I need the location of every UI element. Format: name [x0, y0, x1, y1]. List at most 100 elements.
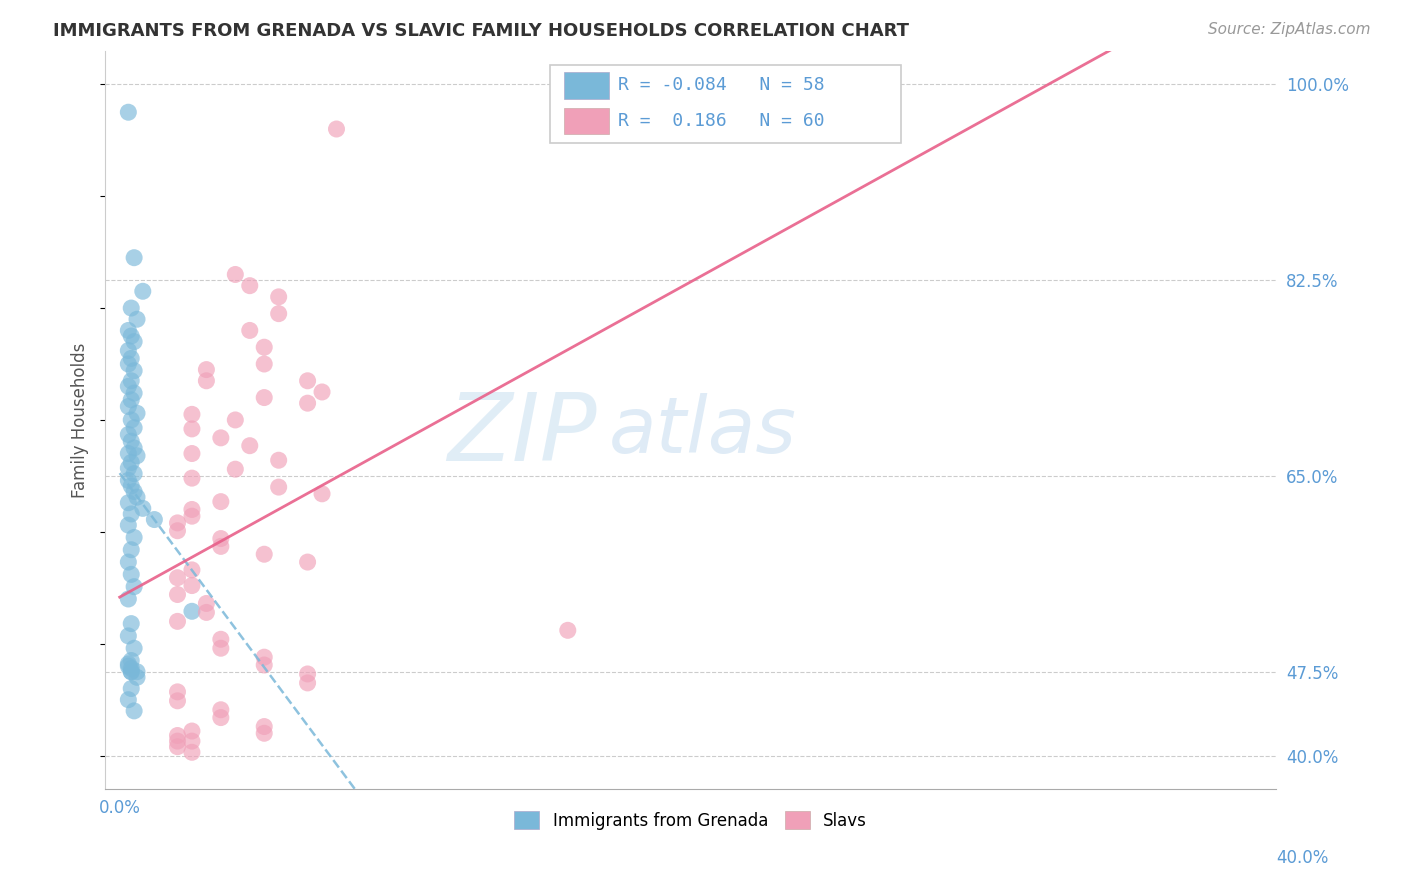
Point [267, 453, 290, 467]
Point [120, 413, 142, 427]
Point [117, 518, 139, 533]
Text: atlas: atlas [609, 393, 797, 469]
Point [117, 496, 139, 510]
Point [120, 665, 142, 679]
Point [132, 501, 155, 516]
Point [117, 427, 139, 442]
Point [209, 710, 232, 724]
Point [120, 661, 142, 675]
Point [117, 659, 139, 673]
Point [120, 654, 142, 668]
Point [122, 580, 145, 594]
FancyBboxPatch shape [550, 65, 901, 143]
Point [117, 400, 139, 414]
Text: R =  0.186   N = 60: R = 0.186 N = 60 [619, 112, 825, 130]
Point [117, 555, 139, 569]
Point [117, 343, 139, 358]
Point [224, 413, 246, 427]
Point [125, 312, 148, 326]
Y-axis label: Family Households: Family Households [72, 343, 89, 498]
Point [297, 396, 319, 410]
Point [117, 474, 139, 488]
Point [181, 422, 204, 436]
Point [117, 692, 139, 706]
Point [117, 446, 139, 460]
Point [122, 531, 145, 545]
Point [209, 431, 232, 445]
Point [125, 449, 148, 463]
Point [209, 494, 232, 508]
Point [125, 665, 148, 679]
Point [120, 567, 142, 582]
Point [209, 532, 232, 546]
Point [120, 681, 142, 696]
Point [166, 734, 188, 748]
Point [122, 386, 145, 401]
Point [224, 268, 246, 282]
Point [166, 739, 188, 754]
Point [166, 516, 188, 530]
Point [120, 392, 142, 407]
Point [117, 461, 139, 475]
Point [166, 524, 188, 538]
FancyBboxPatch shape [564, 108, 609, 134]
Legend: Immigrants from Grenada, Slavs: Immigrants from Grenada, Slavs [508, 805, 873, 837]
Point [239, 323, 262, 337]
Point [122, 467, 145, 481]
Point [120, 542, 142, 557]
Point [181, 734, 204, 748]
Point [122, 484, 145, 499]
Point [181, 509, 204, 524]
Point [166, 587, 188, 601]
Point [297, 374, 319, 388]
Point [117, 105, 139, 120]
Point [120, 374, 142, 388]
Point [120, 616, 142, 631]
Point [125, 670, 148, 684]
Point [297, 667, 319, 681]
Point [120, 507, 142, 521]
Point [122, 364, 145, 378]
Point [253, 720, 276, 734]
Point [122, 421, 145, 435]
Point [166, 694, 188, 708]
Point [120, 455, 142, 469]
Point [325, 122, 347, 136]
Point [181, 408, 204, 422]
Point [125, 406, 148, 420]
Point [117, 657, 139, 671]
Point [239, 278, 262, 293]
Point [557, 624, 579, 638]
Point [267, 480, 290, 494]
Point [253, 391, 276, 405]
Point [122, 704, 145, 718]
Point [166, 571, 188, 585]
Point [181, 604, 204, 618]
Point [267, 290, 290, 304]
Text: ZIP: ZIP [447, 389, 598, 480]
Point [117, 379, 139, 393]
Text: Source: ZipAtlas.com: Source: ZipAtlas.com [1208, 22, 1371, 37]
Point [117, 592, 139, 607]
Point [120, 665, 142, 679]
Point [311, 384, 333, 399]
Point [311, 487, 333, 501]
Point [181, 446, 204, 460]
Point [122, 441, 145, 455]
Text: 40.0%: 40.0% [1277, 849, 1329, 867]
Point [166, 685, 188, 699]
Point [117, 357, 139, 371]
Point [181, 502, 204, 516]
FancyBboxPatch shape [564, 72, 609, 99]
Point [181, 471, 204, 485]
Point [120, 329, 142, 343]
Point [253, 658, 276, 673]
Point [224, 462, 246, 476]
Point [253, 357, 276, 371]
Point [166, 729, 188, 743]
Point [297, 676, 319, 690]
Point [132, 285, 155, 299]
Point [143, 512, 166, 526]
Point [253, 340, 276, 354]
Text: R = -0.084   N = 58: R = -0.084 N = 58 [619, 77, 825, 95]
